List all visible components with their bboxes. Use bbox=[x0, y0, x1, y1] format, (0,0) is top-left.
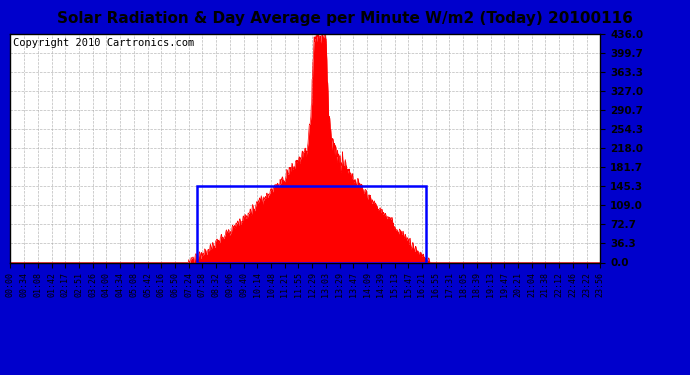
Text: Copyright 2010 Cartronics.com: Copyright 2010 Cartronics.com bbox=[13, 38, 195, 48]
Bar bbox=[197, 186, 426, 262]
Text: Solar Radiation & Day Average per Minute W/m2 (Today) 20100116: Solar Radiation & Day Average per Minute… bbox=[57, 11, 633, 26]
